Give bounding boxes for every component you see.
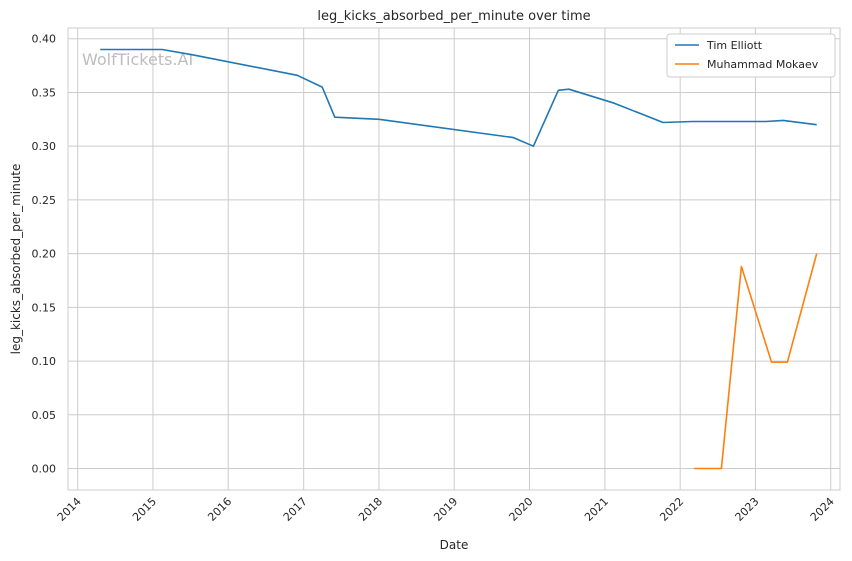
- data-point-muhammad-mokaev: [787, 361, 789, 363]
- series-line-tim-elliott: [100, 48, 817, 147]
- x-tick-label: 2021: [582, 495, 611, 524]
- legend-box: [666, 33, 836, 78]
- y-tick-label: 0.05: [32, 409, 57, 422]
- y-tick-label: 0.20: [32, 248, 57, 261]
- x-axis-label: Date: [440, 538, 469, 552]
- watermark: WolfTickets.AI: [82, 50, 193, 69]
- grid: [68, 28, 840, 490]
- y-tick-label: 0.25: [32, 194, 57, 207]
- y-tick-label: 0.15: [32, 301, 57, 314]
- data-point-tim-elliott: [532, 145, 534, 147]
- data-point-tim-elliott: [161, 49, 163, 51]
- y-axis: 0.00 0.05 0.10 0.15 0.20 0.25 0.30 0.35 0.40: [32, 33, 57, 476]
- y-tick-label: 0.00: [32, 463, 57, 476]
- x-tick-label: 2023: [733, 495, 762, 524]
- data-point-muhammad-mokaev: [721, 468, 723, 470]
- data-point-muhammad-mokaev: [816, 253, 818, 255]
- x-tick-label: 2015: [130, 495, 159, 524]
- legend: Tim Elliott Muhammad Mokaev: [666, 33, 836, 78]
- y-tick-label: 0.40: [32, 33, 57, 46]
- x-tick-label: 2024: [808, 495, 837, 524]
- x-tick-label: 2017: [281, 495, 310, 524]
- y-axis-label: leg_kicks_absorbed_per_minute: [9, 164, 23, 355]
- chart-title: leg_kicks_absorbed_per_minute over time: [317, 9, 590, 24]
- data-point-tim-elliott: [512, 137, 514, 139]
- data-point-tim-elliott: [296, 74, 298, 76]
- data-point-tim-elliott: [557, 89, 559, 91]
- x-tick-label: 2022: [657, 495, 686, 524]
- series-line-muhammad-mokaev: [694, 253, 818, 470]
- x-tick-label: 2019: [431, 495, 460, 524]
- y-tick-label: 0.30: [32, 140, 57, 153]
- y-tick-label: 0.35: [32, 86, 57, 99]
- series-group: [99, 48, 818, 470]
- legend-label-tim-elliott: Tim Elliott: [706, 39, 763, 52]
- x-tick-label: 2016: [205, 495, 234, 524]
- data-point-tim-elliott: [568, 88, 570, 90]
- data-point-tim-elliott: [192, 54, 194, 56]
- data-point-tim-elliott: [691, 121, 693, 123]
- data-point-tim-elliott: [662, 122, 664, 124]
- x-tick-label: 2014: [55, 495, 84, 524]
- data-point-tim-elliott: [816, 124, 818, 126]
- data-point-muhammad-mokaev: [771, 361, 773, 363]
- data-point-tim-elliott: [321, 86, 323, 88]
- data-point-tim-elliott: [613, 102, 615, 104]
- data-point-tim-elliott: [99, 49, 101, 51]
- data-point-tim-elliott: [334, 116, 336, 118]
- y-tick-label: 0.10: [32, 355, 57, 368]
- data-point-muhammad-mokaev: [693, 468, 695, 470]
- x-tick-label: 2018: [356, 495, 385, 524]
- data-point-tim-elliott: [765, 121, 767, 123]
- x-axis: 2014 2015 2016 2017 2018 2019 2020 2021 2022 2023…: [55, 495, 837, 524]
- x-tick-label: 2020: [507, 495, 536, 524]
- data-point-muhammad-mokaev: [741, 266, 743, 268]
- legend-label-muhammad-mokaev: Muhammad Mokaev: [707, 58, 819, 71]
- data-point-tim-elliott: [378, 118, 380, 120]
- data-point-tim-elliott: [782, 120, 784, 122]
